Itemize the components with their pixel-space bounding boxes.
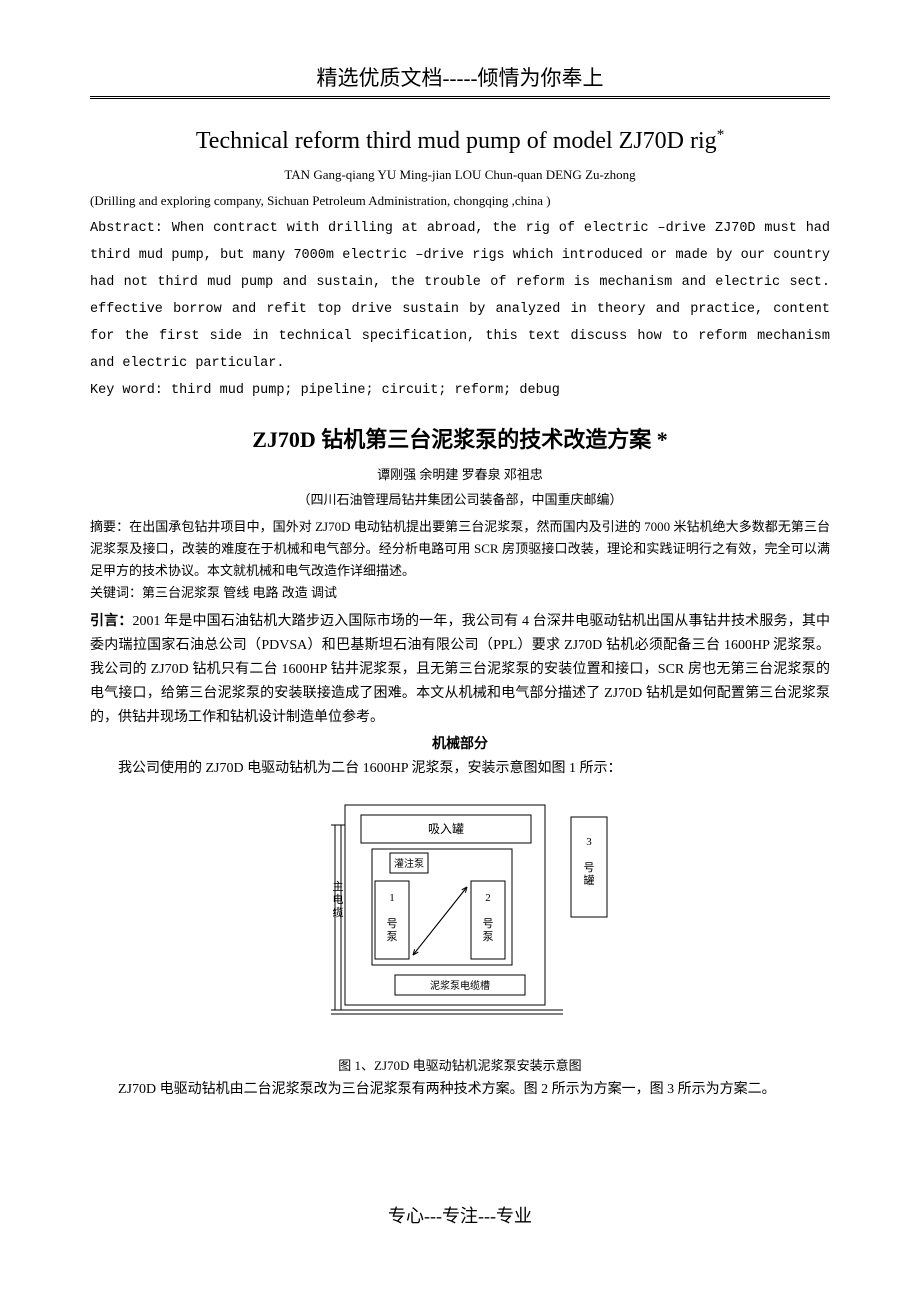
figure-1-caption: 图 1、ZJ70D 电驱动钻机泥浆泵安装示意图 — [90, 1055, 830, 1074]
intro-text: 2001 年是中国石油钻机大踏步迈入国际市场的一年，我公司有 4 台深井电驱动钻… — [90, 614, 830, 724]
svg-text:缆: 缆 — [333, 906, 344, 919]
page-footer: 专心---专注---专业 — [90, 1202, 830, 1228]
affiliation-chinese: （四川石油管理局钻井集团公司装备部，中国重庆邮编） — [90, 489, 830, 508]
svg-text:罐: 罐 — [584, 874, 595, 887]
svg-text:号: 号 — [584, 861, 595, 874]
abstract-english: Abstract: When contract with drilling at… — [90, 215, 830, 377]
title-english: Technical reform third mud pump of model… — [90, 127, 830, 155]
affiliation-english: (Drilling and exploring company, Sichuan… — [90, 193, 830, 209]
abstract-chinese: 摘要：在出国承包钻井项目中，国外对 ZJ70D 电动钻机提出要第三台泥浆泵，然而… — [90, 516, 830, 582]
svg-text:泵: 泵 — [483, 930, 494, 943]
authors-english: TAN Gang-qiang YU Ming-jian LOU Chun-qua… — [90, 167, 830, 183]
figure-1-diagram: 主电缆吸入罐灌注泵1 号泵2 号泵3 号罐泥浆泵电缆槽 — [90, 795, 830, 1035]
title-en-text: Technical reform third mud pump of model… — [196, 128, 717, 154]
svg-text:号: 号 — [483, 917, 494, 930]
svg-text:3: 3 — [586, 836, 592, 848]
title-cn-text: ZJ70D 钻机第三台泥浆泵的技术改造方案 — [252, 427, 651, 452]
header-rule — [90, 96, 830, 99]
authors-chinese: 谭刚强 余明建 罗春泉 邓祖忠 — [90, 464, 830, 483]
body-paragraph-2: ZJ70D 电驱动钻机由二台泥浆泵改为三台泥浆泵有两种技术方案。图 2 所示为方… — [90, 1078, 830, 1102]
intro-paragraph: 引言：2001 年是中国石油钻机大踏步迈入国际市场的一年，我公司有 4 台深井电… — [90, 610, 830, 729]
keywords-english: Key word: third mud pump; pipeline; circ… — [90, 377, 830, 404]
page-header: 精选优质文档-----倾情为你奉上 — [90, 62, 830, 92]
svg-text:主: 主 — [333, 880, 344, 893]
svg-text:1: 1 — [389, 892, 395, 904]
svg-text:吸入罐: 吸入罐 — [428, 822, 464, 836]
svg-text:泵: 泵 — [387, 930, 398, 943]
title-en-asterisk: * — [717, 127, 725, 143]
svg-text:泥浆泵电缆槽: 泥浆泵电缆槽 — [430, 979, 490, 992]
title-chinese: ZJ70D 钻机第三台泥浆泵的技术改造方案 * — [90, 422, 830, 454]
svg-text:号: 号 — [387, 917, 398, 930]
body-paragraph-1: 我公司使用的 ZJ70D 电驱动钻机为二台 1600HP 泥浆泵，安装示意图如图… — [90, 757, 830, 781]
svg-text:灌注泵: 灌注泵 — [394, 857, 424, 870]
title-cn-asterisk: * — [657, 427, 668, 452]
keywords-chinese: 关键词：第三台泥浆泵 管线 电路 改造 调试 — [90, 582, 830, 604]
section-heading-mechanical: 机械部分 — [90, 733, 830, 753]
intro-label: 引言： — [90, 614, 133, 629]
svg-text:电: 电 — [333, 893, 344, 906]
svg-text:2: 2 — [485, 892, 491, 904]
